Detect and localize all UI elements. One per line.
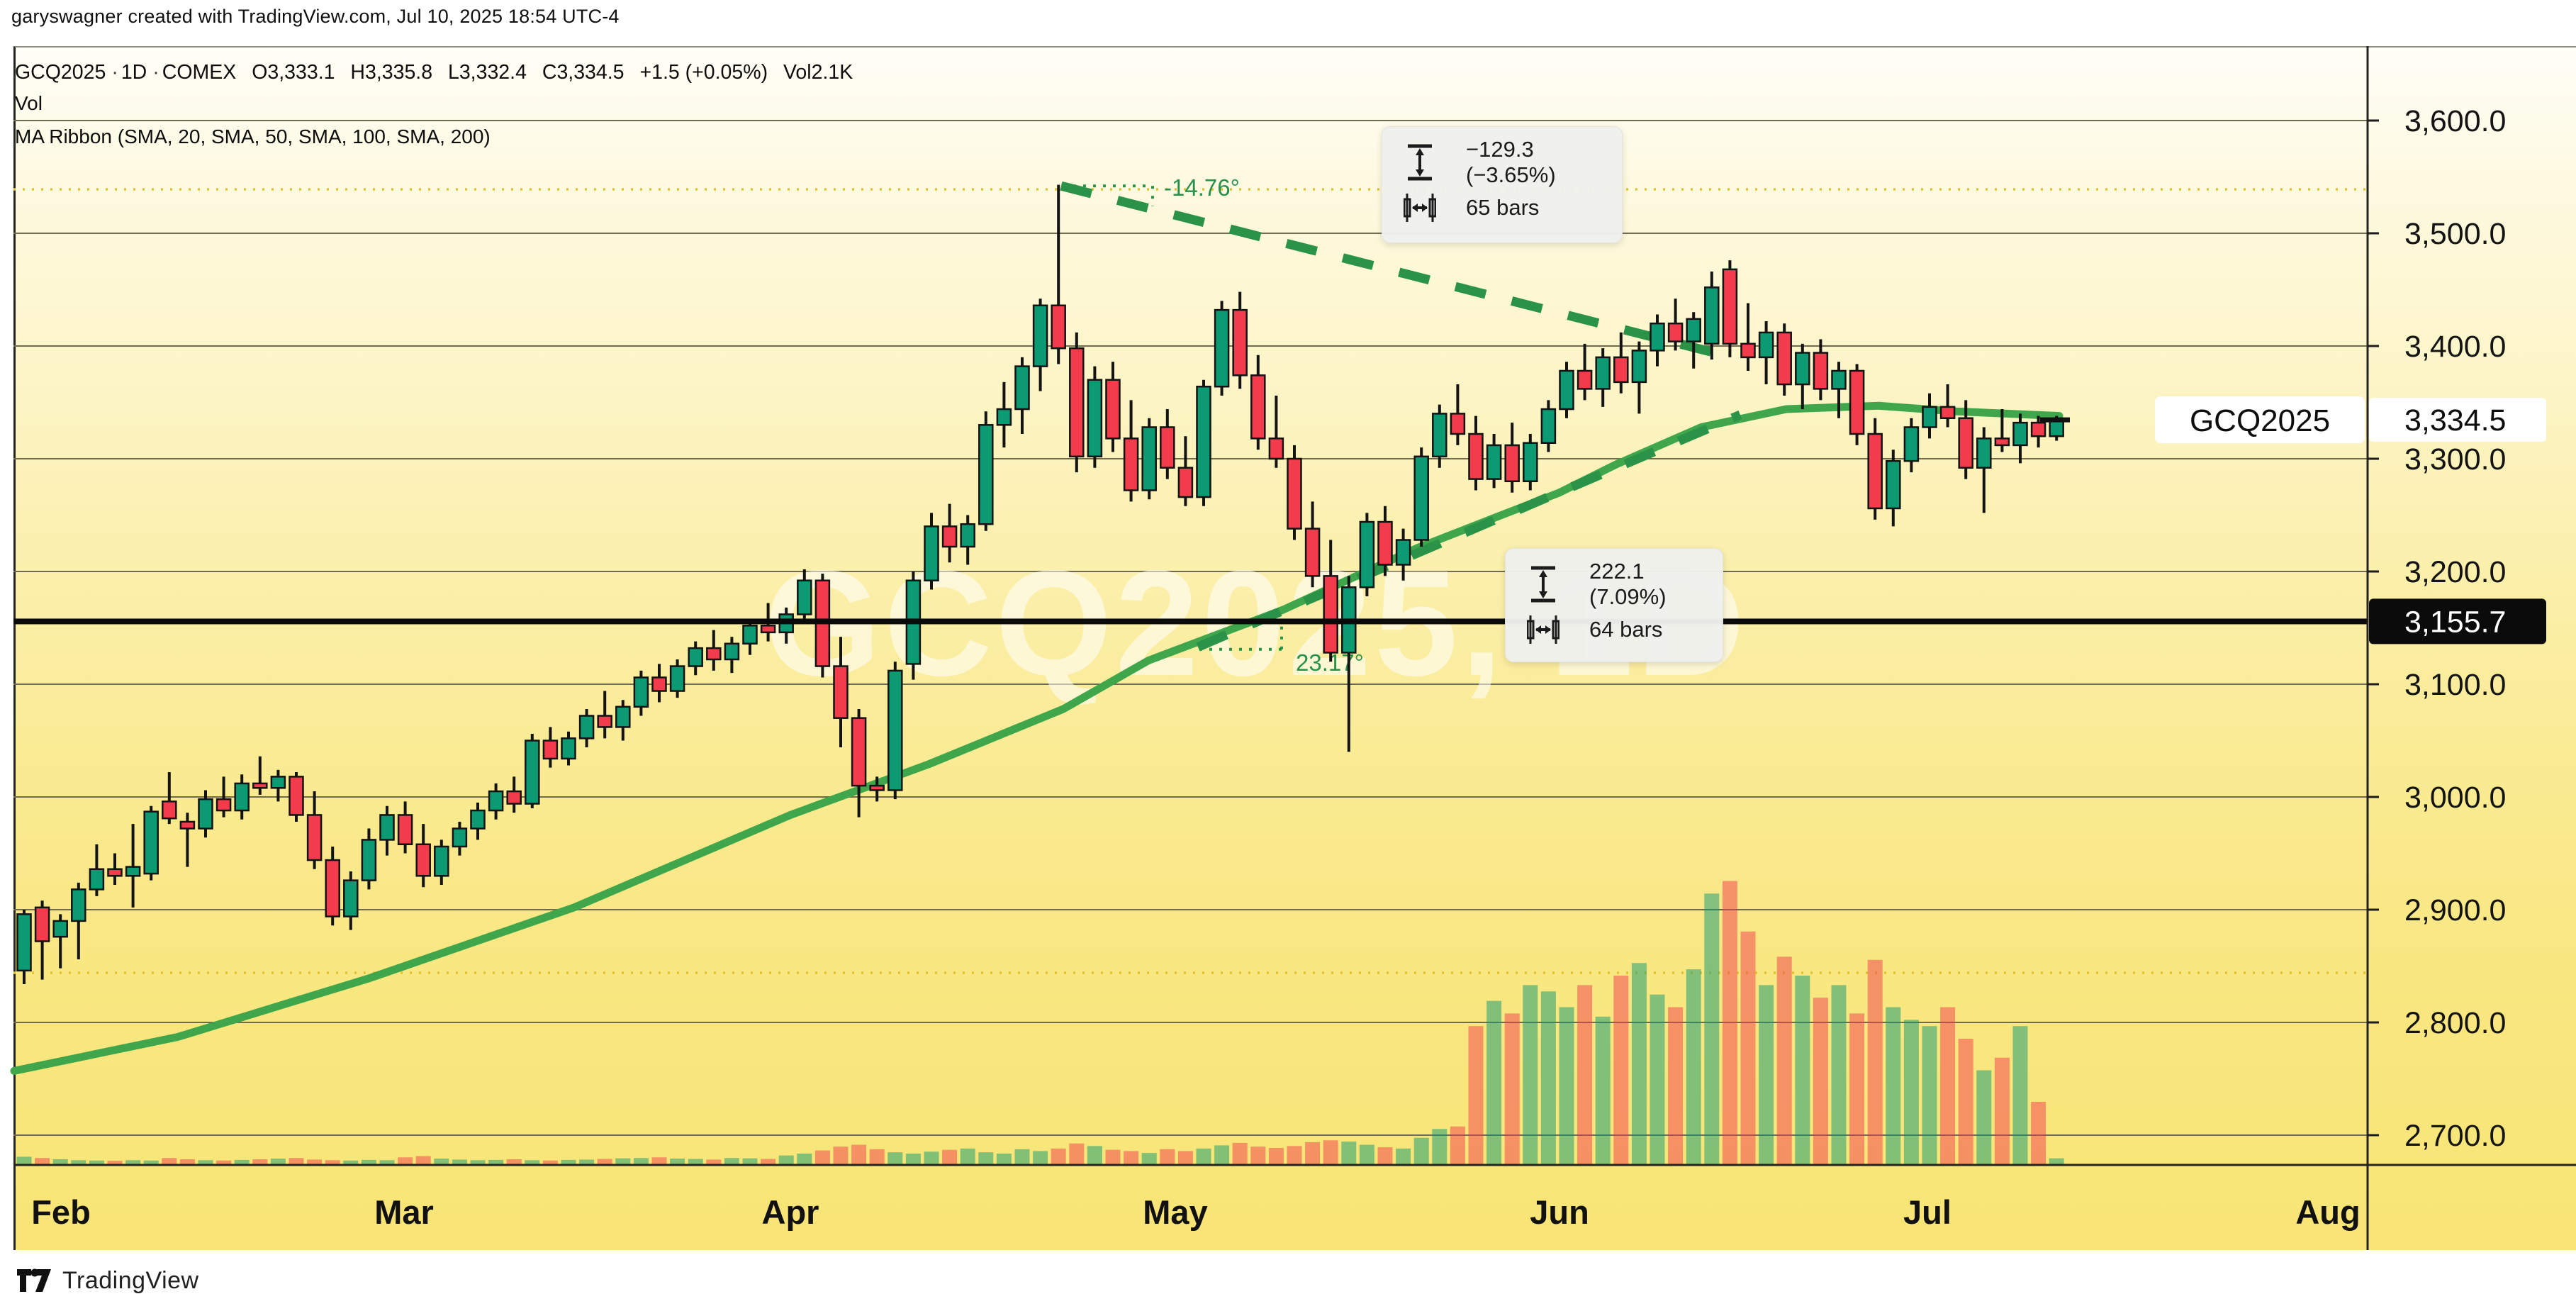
legend-interval[interactable]: 1D bbox=[121, 61, 147, 84]
svg-text:3,200.0: 3,200.0 bbox=[2404, 555, 2506, 589]
legend-low: L3,332.4 bbox=[447, 61, 527, 84]
measure-bars: 64 bars bbox=[1589, 617, 1663, 642]
svg-text:3,155.7: 3,155.7 bbox=[2404, 605, 2506, 639]
legend-separator: · bbox=[152, 61, 159, 84]
svg-text:2,700.0: 2,700.0 bbox=[2404, 1119, 2506, 1153]
svg-text:Feb: Feb bbox=[31, 1193, 91, 1231]
legend-volume: Vol2.1K bbox=[783, 61, 853, 84]
legend-change: +1.5 (+0.05%) bbox=[639, 61, 768, 84]
tradingview-logo[interactable]: TradingView bbox=[16, 1266, 199, 1295]
tradingview-logo-text: TradingView bbox=[62, 1266, 199, 1294]
measure-value: 222.1 (7.09%) bbox=[1589, 559, 1667, 609]
legend-close: C3,334.5 bbox=[542, 61, 625, 84]
svg-text:3,300.0: 3,300.0 bbox=[2404, 442, 2506, 476]
svg-text:GCQ2025: GCQ2025 bbox=[2190, 403, 2330, 438]
bar-count-icon bbox=[1527, 615, 1559, 644]
svg-text:3,000.0: 3,000.0 bbox=[2404, 781, 2506, 815]
svg-text:2,900.0: 2,900.0 bbox=[2404, 893, 2506, 927]
measure-tooltip-up[interactable]: 222.1 (7.09%) 64 bars bbox=[1505, 548, 1723, 662]
svg-text:May: May bbox=[1143, 1193, 1207, 1231]
measure-value: −129.3 (−3.65%) bbox=[1466, 137, 1556, 187]
svg-text:3,100.0: 3,100.0 bbox=[2404, 668, 2506, 702]
volume-indicator-label[interactable]: Vol bbox=[15, 92, 43, 114]
price-range-icon bbox=[1408, 144, 1432, 181]
svg-text:3,334.5: 3,334.5 bbox=[2404, 403, 2506, 437]
measure-tooltip-down[interactable]: −129.3 (−3.65%) 65 bars bbox=[1382, 126, 1623, 243]
legend-open: O3,333.1 bbox=[252, 61, 335, 84]
svg-text:Aug: Aug bbox=[2295, 1193, 2360, 1231]
svg-text:Jun: Jun bbox=[1530, 1193, 1589, 1231]
svg-text:3,600.0: 3,600.0 bbox=[2404, 104, 2506, 138]
svg-text:3,500.0: 3,500.0 bbox=[2404, 217, 2506, 251]
legend-symbol[interactable]: GCQ2025 bbox=[15, 61, 106, 84]
legend-separator: · bbox=[111, 61, 118, 84]
symbol-legend[interactable]: GCQ2025 · 1D · COMEX O3,333.1 H3,335.8 L3,33… bbox=[15, 61, 863, 84]
svg-text:2,800.0: 2,800.0 bbox=[2404, 1006, 2506, 1040]
svg-text:Mar: Mar bbox=[374, 1193, 434, 1231]
svg-text:3,400.0: 3,400.0 bbox=[2404, 330, 2506, 364]
svg-text:Jul: Jul bbox=[1903, 1193, 1951, 1231]
ma-ribbon-indicator-label[interactable]: MA Ribbon (SMA, 20, SMA, 50, SMA, 100, S… bbox=[15, 125, 491, 147]
attribution-text: garyswagner created with TradingView.com… bbox=[11, 6, 620, 27]
bar-count-icon bbox=[1404, 194, 1436, 222]
legend-high: H3,335.8 bbox=[350, 61, 433, 84]
measure-bars: 65 bars bbox=[1466, 195, 1540, 220]
svg-text:Apr: Apr bbox=[762, 1193, 819, 1231]
legend-exchange: COMEX bbox=[162, 61, 237, 84]
svg-text:-14.76°: -14.76° bbox=[1164, 174, 1240, 201]
price-range-icon bbox=[1531, 566, 1555, 603]
tradingview-mark-icon bbox=[17, 1268, 51, 1292]
